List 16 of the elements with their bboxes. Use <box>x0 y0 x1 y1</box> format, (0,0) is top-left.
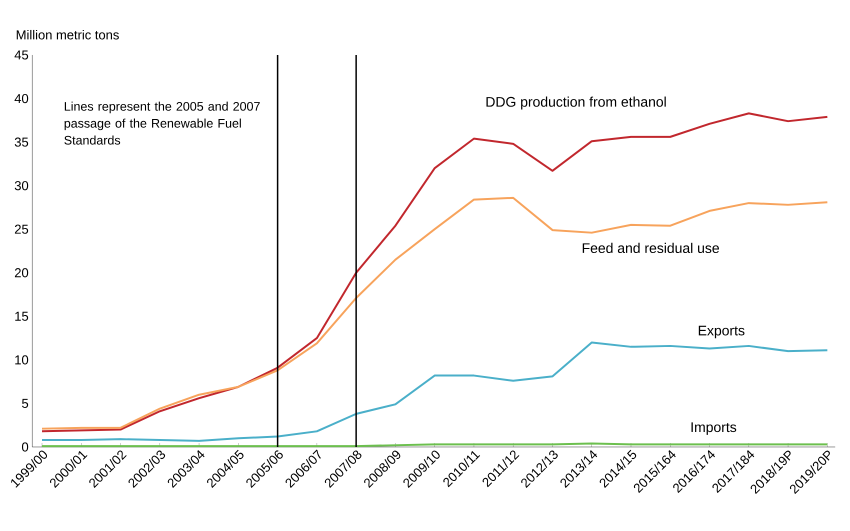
series-label: Exports <box>698 326 744 338</box>
series-label: Imports <box>692 422 736 435</box>
y-tick-label: 30 <box>14 181 28 190</box>
y-tick-label: 25 <box>14 224 28 234</box>
y-tick-label: 20 <box>14 268 28 278</box>
series-label: DDG production from ethanol <box>486 96 666 110</box>
y-axis-title: Million metric tons <box>16 30 119 40</box>
y-tick-label: 5 <box>22 398 28 408</box>
y-tick-label: 35 <box>14 138 28 147</box>
y-tick-label: 15 <box>15 312 28 321</box>
y-tick-label: 40 <box>14 94 28 104</box>
y-tick-label: 0 <box>22 442 28 452</box>
annotation: Lines represent the 2005 and 2007 passage of the Renewable Fuel Standards <box>64 102 260 145</box>
y-tick-label: 10 <box>15 355 28 364</box>
series-label: Feed and residual use <box>582 242 719 254</box>
y-tick-label: 45 <box>14 50 28 60</box>
